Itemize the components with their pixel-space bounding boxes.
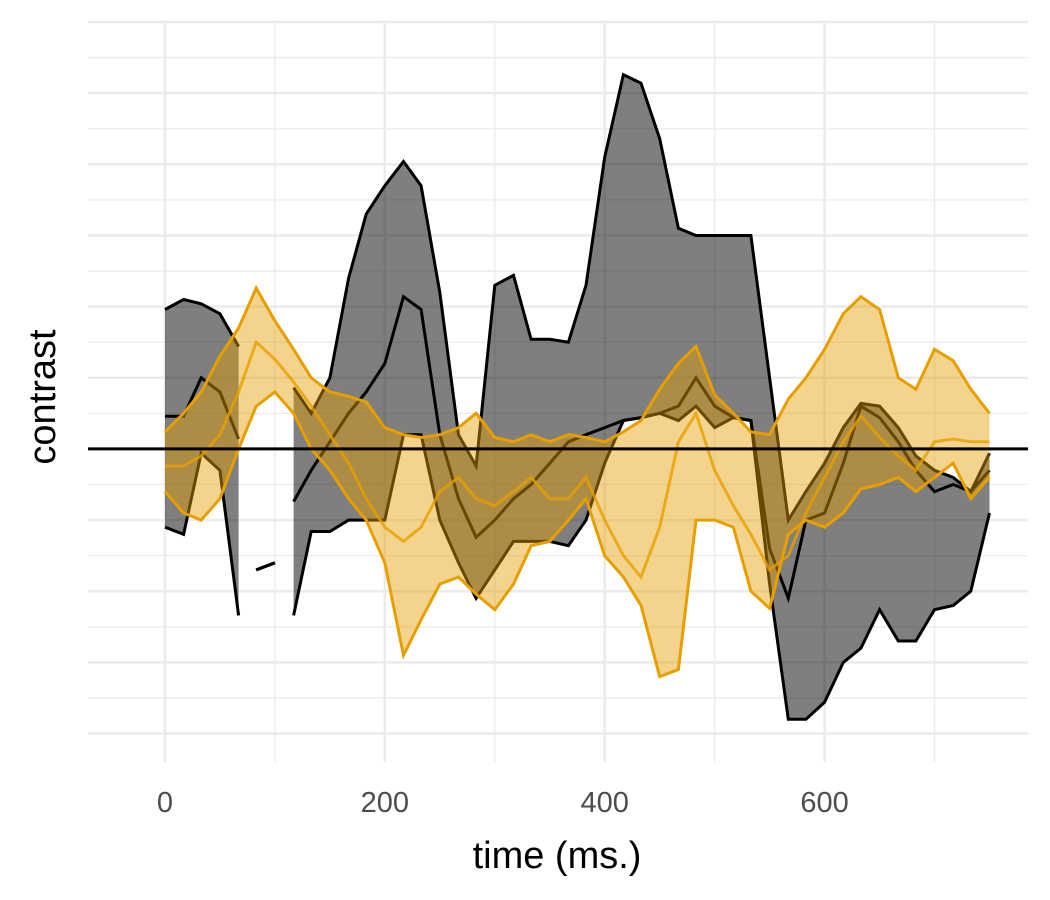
dark-ribbon xyxy=(293,74,990,720)
gold-mean-line xyxy=(165,339,990,580)
dark-mean-line xyxy=(255,561,276,572)
bands xyxy=(163,72,991,721)
dark-ribbon xyxy=(165,299,239,616)
x-tick-label: 0 xyxy=(157,787,173,819)
x-tick-label: 400 xyxy=(581,787,629,819)
gold-upper-bound-line xyxy=(163,284,991,444)
x-tick-label: 200 xyxy=(361,787,409,819)
y-axis-title: contrast xyxy=(22,329,64,465)
dark-upper-bound-line xyxy=(164,297,240,348)
x-axis-title: time (ms.) xyxy=(473,835,642,877)
dark-lower-bound-line xyxy=(164,450,241,616)
dark-upper-bound-line xyxy=(292,72,991,525)
gold-lower-bound-line xyxy=(163,389,991,679)
gold-ribbon xyxy=(165,288,990,677)
dark-mean-line xyxy=(165,375,240,440)
x-tick-labels: 0 200 400 600 xyxy=(157,787,849,819)
x-tick-label: 600 xyxy=(800,787,848,819)
